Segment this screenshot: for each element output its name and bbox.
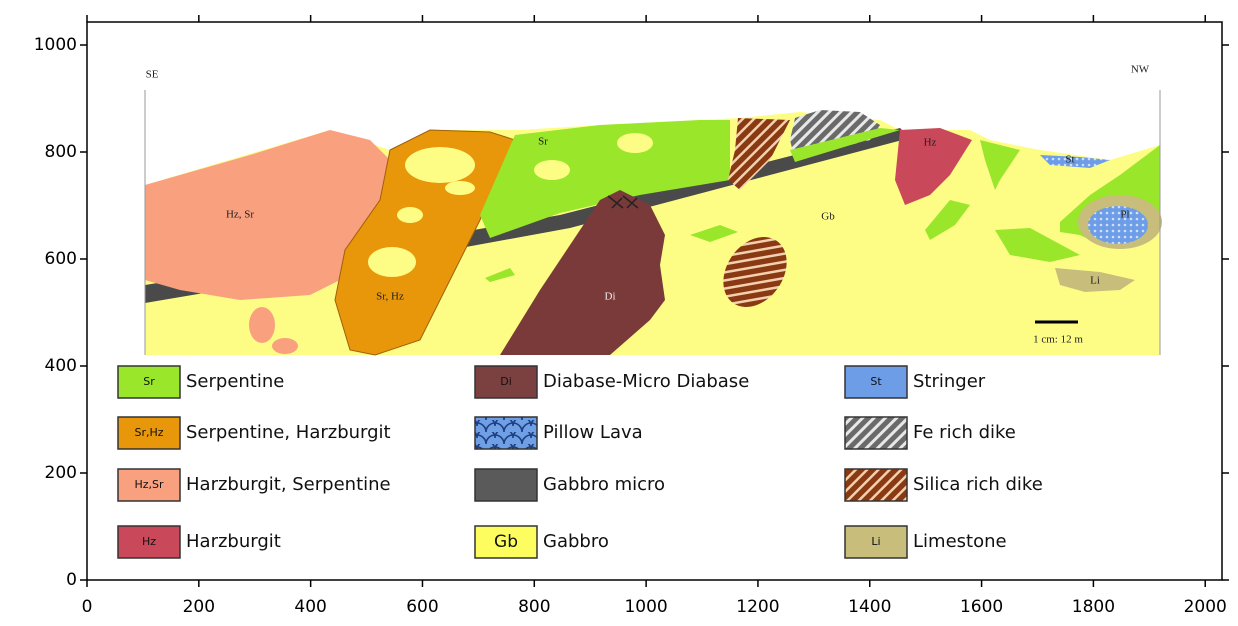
x-tick-label: 1600 xyxy=(960,597,1003,617)
x-tick-label: 600 xyxy=(406,597,438,617)
legend: Sr Serpentine Sr,Hz Serpentine, Harzburgit H… xyxy=(118,366,1043,558)
inclusion xyxy=(405,147,475,183)
y-tick-label: 600 xyxy=(45,249,77,269)
legend-label: Gabbro micro xyxy=(543,474,665,495)
legend-code: Di xyxy=(500,375,512,388)
legend-code: Li xyxy=(871,535,880,548)
legend-swatch xyxy=(845,469,907,501)
x-tick-label: 1000 xyxy=(624,597,667,617)
legend-label: Gabbro xyxy=(543,531,609,552)
section-label: Sr xyxy=(538,136,548,148)
inclusion xyxy=(445,181,475,195)
legend-label: Serpentine xyxy=(186,371,284,392)
y-tick-label: 1000 xyxy=(34,35,77,55)
x-tick-label: 800 xyxy=(518,597,550,617)
x-tick-label: 1400 xyxy=(848,597,891,617)
legend-code: St xyxy=(870,375,882,388)
harzburgit-serpentine xyxy=(272,338,298,354)
harzburgit-serpentine xyxy=(249,307,275,343)
section-label: Di xyxy=(605,291,616,303)
y-tick-label: 400 xyxy=(45,356,77,376)
cross-section: SE NW 1 cm: 12 m Hz, Sr Sr, Hz Sr Di Gb … xyxy=(145,64,1162,355)
inclusion xyxy=(617,133,653,153)
y-tick-label: 200 xyxy=(45,463,77,483)
legend-swatch xyxy=(475,469,537,501)
section-end: NW xyxy=(1131,64,1150,76)
legend-swatch xyxy=(845,417,907,449)
x-tick-label: 1800 xyxy=(1072,597,1115,617)
x-tick-label: 0 xyxy=(82,597,93,617)
legend-label: Serpentine, Harzburgit xyxy=(186,422,391,443)
inclusion xyxy=(368,247,416,277)
legend-label: Stringer xyxy=(913,371,986,392)
inclusion xyxy=(397,207,423,223)
legend-code: Hz xyxy=(142,535,156,548)
legend-label: Harzburgit xyxy=(186,531,281,552)
section-label: Hz, Sr xyxy=(226,209,254,221)
legend-code: Gb xyxy=(494,532,518,552)
legend-label: Limestone xyxy=(913,531,1007,552)
section-label: Li xyxy=(1090,275,1100,287)
legend-label: Pillow Lava xyxy=(543,422,643,443)
scale-text: 1 cm: 12 m xyxy=(1033,334,1083,346)
x-tick-label: 1200 xyxy=(736,597,779,617)
section-label: Hz xyxy=(924,137,937,149)
section-label: Sr, Hz xyxy=(376,291,404,303)
page: 0 200 400 600 800 1000 1200 1400 1600 1800 2000 0 20… xyxy=(0,0,1238,626)
section-end: SE xyxy=(146,69,159,81)
x-tick-label: 400 xyxy=(294,597,326,617)
x-tick-label: 2000 xyxy=(1184,597,1227,617)
legend-swatch xyxy=(475,417,537,449)
legend-code: Hz,Sr xyxy=(134,478,164,491)
section-label: St xyxy=(1065,154,1074,166)
legend-code: Sr,Hz xyxy=(134,426,163,439)
figure: 0 200 400 600 800 1000 1200 1400 1600 1800 2000 0 20… xyxy=(0,0,1238,626)
section-label: Gb xyxy=(821,211,835,223)
inclusion xyxy=(534,160,570,180)
pillow-lava xyxy=(1088,206,1148,244)
legend-label: Harzburgit, Serpentine xyxy=(186,474,391,495)
legend-label: Fe rich dike xyxy=(913,422,1016,443)
y-tick-label: 0 xyxy=(66,570,77,590)
y-tick-label: 800 xyxy=(45,142,77,162)
legend-code: Sr xyxy=(143,375,155,388)
legend-label: Silica rich dike xyxy=(913,474,1043,495)
legend-label: Diabase-Micro Diabase xyxy=(543,371,749,392)
section-label: Pl xyxy=(1120,209,1129,221)
x-tick-label: 200 xyxy=(183,597,215,617)
